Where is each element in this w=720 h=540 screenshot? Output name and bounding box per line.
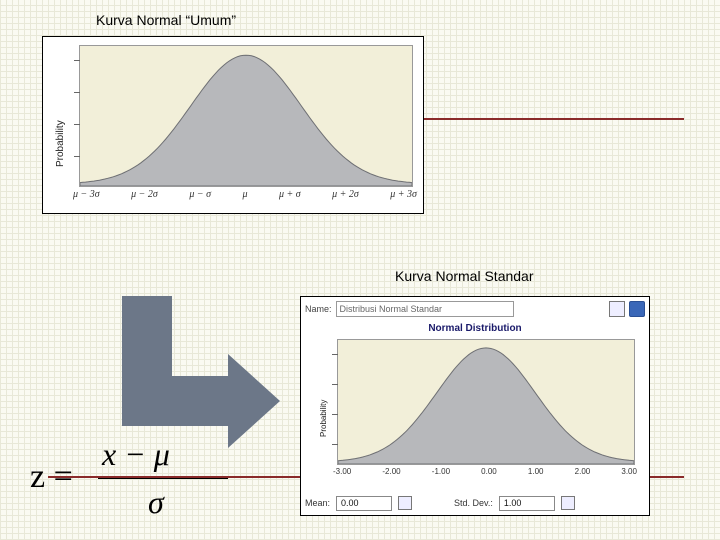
ytick [74,60,80,61]
ytick [74,124,80,125]
mean-helper-icon[interactable] [398,496,412,510]
title-standar: Kurva Normal Standar [395,268,534,284]
xtick-label: 2.00 [575,467,591,476]
z-formula: z = x − μ σ [30,430,250,530]
chart-standar-title: Normal Distribution [301,323,649,334]
xtick-label: μ + σ [279,189,301,200]
toolbar-help-icon[interactable] [629,301,645,317]
xtick-label: -2.00 [382,467,400,476]
xtick-label: 0.00 [481,467,497,476]
xtick-label: μ + 2σ [332,189,359,200]
chart-standar-xlabels: -3.00 -2.00 -1.00 0.00 1.00 2.00 3.00 [333,467,637,476]
mean-label: Mean: [305,498,330,508]
chart-standar-plot [337,339,635,465]
sd-label: Std. Dev.: [454,498,493,508]
xtick-label: μ [242,189,247,200]
formula-num: x − μ [102,436,170,473]
window-toolbar: Name: Distribusi Normal Standar [305,300,645,318]
sd-helper-icon[interactable] [561,496,575,510]
xtick-label: 3.00 [621,467,637,476]
chart-umum-plot [79,45,413,187]
ytick [332,384,338,385]
xtick-label: 1.00 [528,467,544,476]
sd-input[interactable]: 1.00 [499,496,555,511]
xtick-label: μ − σ [189,189,211,200]
name-label: Name: [305,304,332,314]
chart-standar-curve [338,340,634,464]
chart-standar-ylabel: Probability [319,400,328,437]
ytick [74,156,80,157]
window-footer: Mean: 0.00 Std. Dev.: 1.00 [305,495,645,511]
title-umum: Kurva Normal “Umum” [96,12,236,28]
ytick [74,92,80,93]
chart-umum-card: Probability μ − 3σ μ − 2σ μ − σ μ μ + σ μ + 2… [42,36,424,214]
chart-umum-xlabels: μ − 3σ μ − 2σ μ − σ μ μ + σ μ + 2σ μ + 3σ [73,189,417,200]
mean-input[interactable]: 0.00 [336,496,392,511]
xtick-label: μ − 3σ [73,189,100,200]
ytick [332,444,338,445]
formula-den: σ [148,484,164,521]
xtick-label: -3.00 [333,467,351,476]
chart-standar-window: Name: Distribusi Normal Standar Normal D… [300,296,650,516]
ytick [332,354,338,355]
xtick-label: μ + 3σ [390,189,417,200]
xtick-label: μ − 2σ [131,189,158,200]
toolbar-icon[interactable] [609,301,625,317]
chart-umum-ylabel: Probability [55,120,66,167]
xtick-label: -1.00 [432,467,450,476]
chart-umum-curve [80,46,412,186]
ytick [332,414,338,415]
name-field[interactable]: Distribusi Normal Standar [336,301,514,317]
